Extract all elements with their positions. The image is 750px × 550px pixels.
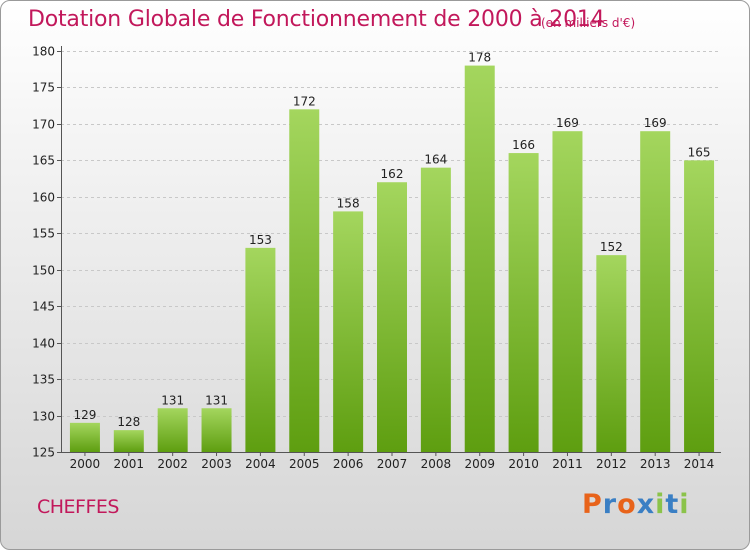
x-tick-label-2014: 2014 <box>684 457 715 471</box>
x-tick-label-2004: 2004 <box>245 457 276 471</box>
value-label-2005: 172 <box>293 94 316 108</box>
bar-2013[interactable] <box>640 131 671 452</box>
logo-letter: x <box>636 489 656 520</box>
bar-2010[interactable] <box>508 153 539 452</box>
proxiti-logo[interactable]: Proxiti <box>582 489 690 520</box>
bar-2007[interactable] <box>377 182 407 452</box>
bar-2004[interactable] <box>245 247 276 452</box>
value-label-2011: 169 <box>556 116 579 130</box>
y-tick-label: 150 <box>32 264 55 278</box>
bar-2011[interactable] <box>552 131 583 452</box>
x-tick-label-2002: 2002 <box>157 457 188 471</box>
logo-letter: i <box>679 489 690 520</box>
x-tick-label-2012: 2012 <box>596 457 627 471</box>
value-label-2008: 164 <box>424 153 447 167</box>
value-label-2000: 129 <box>73 408 96 422</box>
value-label-2010: 166 <box>512 138 535 152</box>
chart-unit: (en milliers d'€) <box>541 16 636 30</box>
value-label-2002: 131 <box>161 393 184 407</box>
value-label-2004: 153 <box>249 233 272 247</box>
y-tick-label: 180 <box>32 45 55 59</box>
bar-2012[interactable] <box>596 255 627 452</box>
bar-2002[interactable] <box>157 408 188 452</box>
chart-title: Dotation Globale de Fonctionnement de 20… <box>28 7 605 32</box>
logo-letter: i <box>655 489 666 520</box>
y-tick-label: 175 <box>32 81 55 95</box>
x-tick-label-2007: 2007 <box>377 457 408 471</box>
value-label-2014: 165 <box>688 145 711 159</box>
logo-letter: t <box>665 489 680 520</box>
x-tick-label-2000: 2000 <box>70 457 101 471</box>
value-label-2001: 128 <box>117 415 140 429</box>
x-tick-label-2008: 2008 <box>421 457 452 471</box>
y-tick-label: 160 <box>32 191 55 205</box>
y-tick-label: 125 <box>32 446 55 460</box>
value-label-2012: 152 <box>600 240 623 254</box>
x-tick-label-2005: 2005 <box>289 457 320 471</box>
value-labels: 129 128 131 131 153 172 158 162 164 178 166 169 152 1… <box>73 51 710 430</box>
bar-2006[interactable] <box>333 211 364 452</box>
bars <box>69 65 715 452</box>
commune-name: CHEFFES <box>37 496 119 518</box>
logo-letter: o <box>617 489 637 520</box>
value-label-2013: 169 <box>644 116 667 130</box>
bar-2003[interactable] <box>201 408 232 452</box>
bar-2005[interactable] <box>289 109 320 452</box>
x-tick-label-2003: 2003 <box>201 457 232 471</box>
bar-2009[interactable] <box>464 65 495 452</box>
x-tick-label-2006: 2006 <box>333 457 364 471</box>
logo-letter: r <box>602 489 618 520</box>
y-tick-label: 140 <box>32 337 55 351</box>
bar-2014[interactable] <box>684 160 715 452</box>
value-label-2009: 178 <box>468 51 491 65</box>
y-tick-label: 135 <box>32 373 55 387</box>
y-tick-label: 170 <box>32 118 55 132</box>
y-tick-label: 145 <box>32 300 55 314</box>
x-tick-label-2010: 2010 <box>508 457 539 471</box>
bar-2000[interactable] <box>69 422 100 452</box>
y-tick-label: 130 <box>32 410 55 424</box>
value-label-2007: 162 <box>381 167 404 181</box>
value-label-2006: 158 <box>337 196 360 210</box>
value-label-2003: 131 <box>205 393 228 407</box>
x-tick-label-2011: 2011 <box>552 457 583 471</box>
axes: 125 130 135 140 145 150 155 160 165 170 175 180 2000… <box>32 45 721 471</box>
y-tick-label: 165 <box>32 154 55 168</box>
x-tick-label-2001: 2001 <box>114 457 145 471</box>
y-tick-label: 155 <box>32 227 55 241</box>
bar-2008[interactable] <box>420 167 451 452</box>
logo-letter: P <box>582 489 603 520</box>
bar-2001[interactable] <box>113 430 144 452</box>
x-tick-label-2013: 2013 <box>640 457 671 471</box>
x-tick-label-2009: 2009 <box>464 457 495 471</box>
